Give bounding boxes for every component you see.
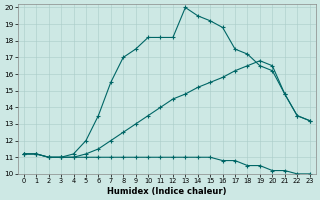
X-axis label: Humidex (Indice chaleur): Humidex (Indice chaleur) [107,187,227,196]
